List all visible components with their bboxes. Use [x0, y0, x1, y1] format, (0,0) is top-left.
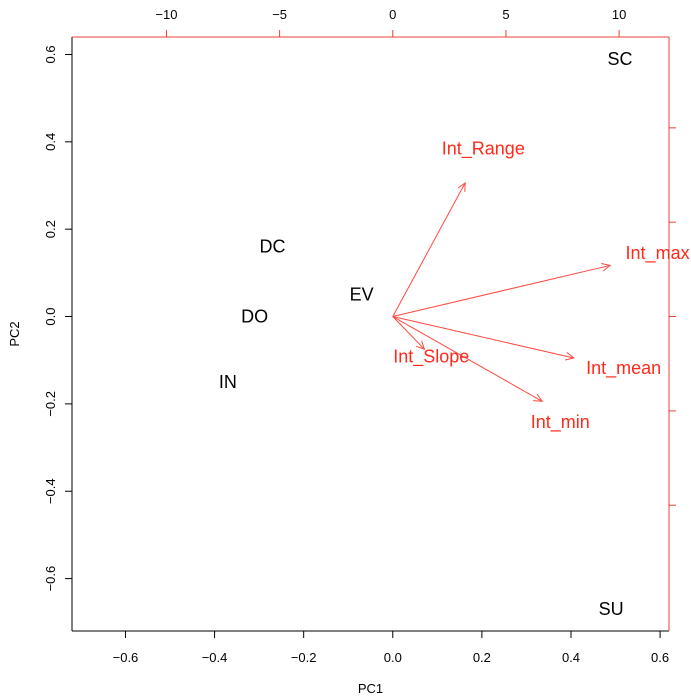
- observation-label: SC: [607, 49, 632, 69]
- top-tick-label: −5: [272, 7, 287, 22]
- observation-label: DC: [259, 237, 285, 257]
- x-tick-label: 0.6: [651, 650, 669, 665]
- x-tick-label: 0.0: [384, 650, 402, 665]
- axes-group: −0.6 −0.4 −0.2 0.0 0.2 0.4 0.6 −0.6 −0.4 −0.2 0.0 0…: [43, 7, 676, 665]
- y-tick-label: −0.2: [43, 391, 58, 417]
- observation-label: EV: [350, 285, 374, 305]
- observation-label: DO: [241, 307, 268, 327]
- x-tick-label: 0.2: [473, 650, 491, 665]
- loading-arrow: [392, 316, 574, 359]
- y-tick-label: −0.4: [43, 478, 58, 504]
- variable-label: Int_Slope: [393, 347, 469, 368]
- arrow-head: [457, 181, 466, 192]
- variable-label: Int_Range: [442, 138, 525, 159]
- top-tick-label: 10: [612, 7, 626, 22]
- x-tick-label: 0.4: [562, 650, 580, 665]
- loading-arrow: [392, 316, 543, 402]
- y-axis-title: PC2: [7, 321, 22, 346]
- y-tick-label: 0.2: [43, 220, 58, 238]
- x-tick-label: −0.6: [113, 650, 139, 665]
- x-axis-title: PC1: [358, 681, 383, 696]
- top-tick-label: −10: [155, 7, 177, 22]
- loading-arrow: [392, 182, 466, 317]
- labels-group: SC DC EV DO IN SU Int_Range Int_max Int_mean Int_…: [219, 49, 690, 619]
- x-tick-label: −0.2: [291, 650, 317, 665]
- arrow-head: [415, 340, 426, 351]
- arrow-head: [533, 393, 544, 402]
- loading-arrow: [392, 316, 425, 350]
- top-tick-label: 0: [389, 7, 396, 22]
- variable-label: Int_min: [531, 412, 590, 433]
- observation-label: SU: [599, 599, 624, 619]
- loading-arrow: [392, 264, 611, 318]
- loading-arrows-group: [392, 181, 612, 402]
- variable-label: Int_mean: [586, 358, 661, 379]
- observation-label: IN: [219, 372, 237, 392]
- arrow-head: [564, 352, 575, 361]
- y-tick-label: 0.0: [43, 307, 58, 325]
- y-tick-label: −0.6: [43, 566, 58, 592]
- x-tick-label: −0.4: [202, 650, 228, 665]
- y-tick-label: 0.6: [43, 45, 58, 63]
- variable-label: Int_max: [626, 243, 690, 264]
- top-tick-label: 5: [502, 7, 509, 22]
- y-tick-label: 0.4: [43, 133, 58, 151]
- arrow-head: [601, 262, 612, 272]
